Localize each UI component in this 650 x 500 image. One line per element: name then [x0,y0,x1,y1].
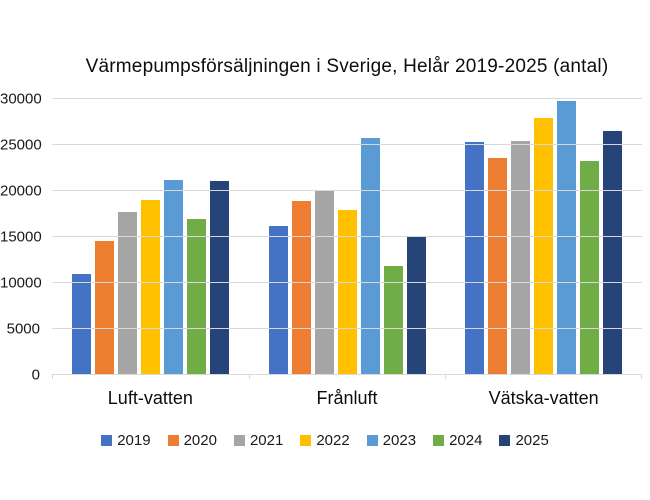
y-tick-label: 20000 [0,182,42,200]
y-tick-label: 5000 [6,320,40,338]
bar-vätska-vatten-2020 [488,157,508,375]
bar-vätska-vatten-2022 [534,118,554,375]
x-axis-line [52,374,642,375]
legend-item-2023: 2023 [366,432,417,449]
bar-frånluft-2023 [360,137,380,375]
legend-swatch-icon [167,435,179,446]
bar-frånluft-2025 [406,236,426,375]
bar-luft-vatten-2021 [117,212,137,375]
x-axis-category-label: Vätska-vatten [488,388,599,408]
plot-area [52,98,642,379]
legend-label: 2024 [449,432,483,449]
legend-item-2022: 2022 [300,432,350,449]
legend-label: 2021 [249,432,284,449]
legend-item-2019: 2019 [101,432,151,449]
legend-item-2020: 2020 [167,432,217,449]
y-tick-label: 15000 [0,228,42,246]
legend-swatch-icon [499,435,511,446]
gridline [52,144,642,145]
bar-luft-vatten-2022 [140,200,160,375]
gridline [52,98,642,99]
bar-frånluft-2019 [268,225,288,375]
gridline [52,236,642,237]
gridline [52,190,642,191]
bar-luft-vatten-2025 [209,180,229,375]
bar-group [52,99,249,375]
x-axis-category-label: Luft-vatten [107,388,193,408]
legend: 2019 2020 2021 2022 2023 2024 2025 [0,432,650,449]
bar-vätska-vatten-2024 [580,160,600,375]
legend-label: 2025 [515,432,549,449]
legend-item-2024: 2024 [433,432,482,449]
legend-label: 2019 [117,432,151,449]
axis-tick [445,375,447,379]
legend-item-2025: 2025 [499,432,549,449]
chart-title: Värmepumpsförsäljningen i Sverige, Helår… [85,56,609,77]
legend-label: 2022 [316,432,350,449]
axis-tick [52,375,53,379]
bar-luft-vatten-2019 [71,273,91,375]
legend-swatch-icon [433,435,445,446]
legend-swatch-icon [300,435,312,446]
y-tick-label: 0 [31,366,40,384]
bar-luft-vatten-2020 [94,240,114,375]
x-axis-category-label: Frånluft [316,388,378,408]
axis-tick [641,375,642,379]
legend-swatch-icon [101,435,113,446]
legend-swatch-icon [233,435,245,446]
bar-vätska-vatten-2019 [465,142,485,375]
bar-frånluft-2022 [337,210,357,375]
x-axis-labels: Luft-vatten Frånluft Vätska-vatten [52,388,642,409]
bar-vätska-vatten-2025 [603,131,623,375]
legend-label: 2020 [183,432,217,449]
bar-vätska-vatten-2021 [511,141,531,375]
gridline [52,328,642,329]
y-axis-labels: 0 5000 10000 15000 20000 25000 30000 [0,91,42,384]
bar-frånluft-2020 [291,201,311,375]
legend-swatch-icon [366,435,378,446]
bar-luft-vatten-2024 [186,218,206,375]
y-tick-label: 25000 [0,136,42,154]
bar-vätska-vatten-2023 [557,100,577,375]
gridline [52,282,642,283]
axis-tick [248,375,250,379]
legend-label: 2023 [382,432,417,449]
bar-group [249,99,446,375]
legend-item-2021: 2021 [233,432,284,449]
y-tick-label: 30000 [0,90,42,108]
bar-group [445,99,642,375]
bar-luft-vatten-2023 [163,179,183,375]
bar-groups [52,99,642,375]
bar-frånluft-2024 [383,266,403,375]
y-tick-label: 10000 [0,274,42,292]
